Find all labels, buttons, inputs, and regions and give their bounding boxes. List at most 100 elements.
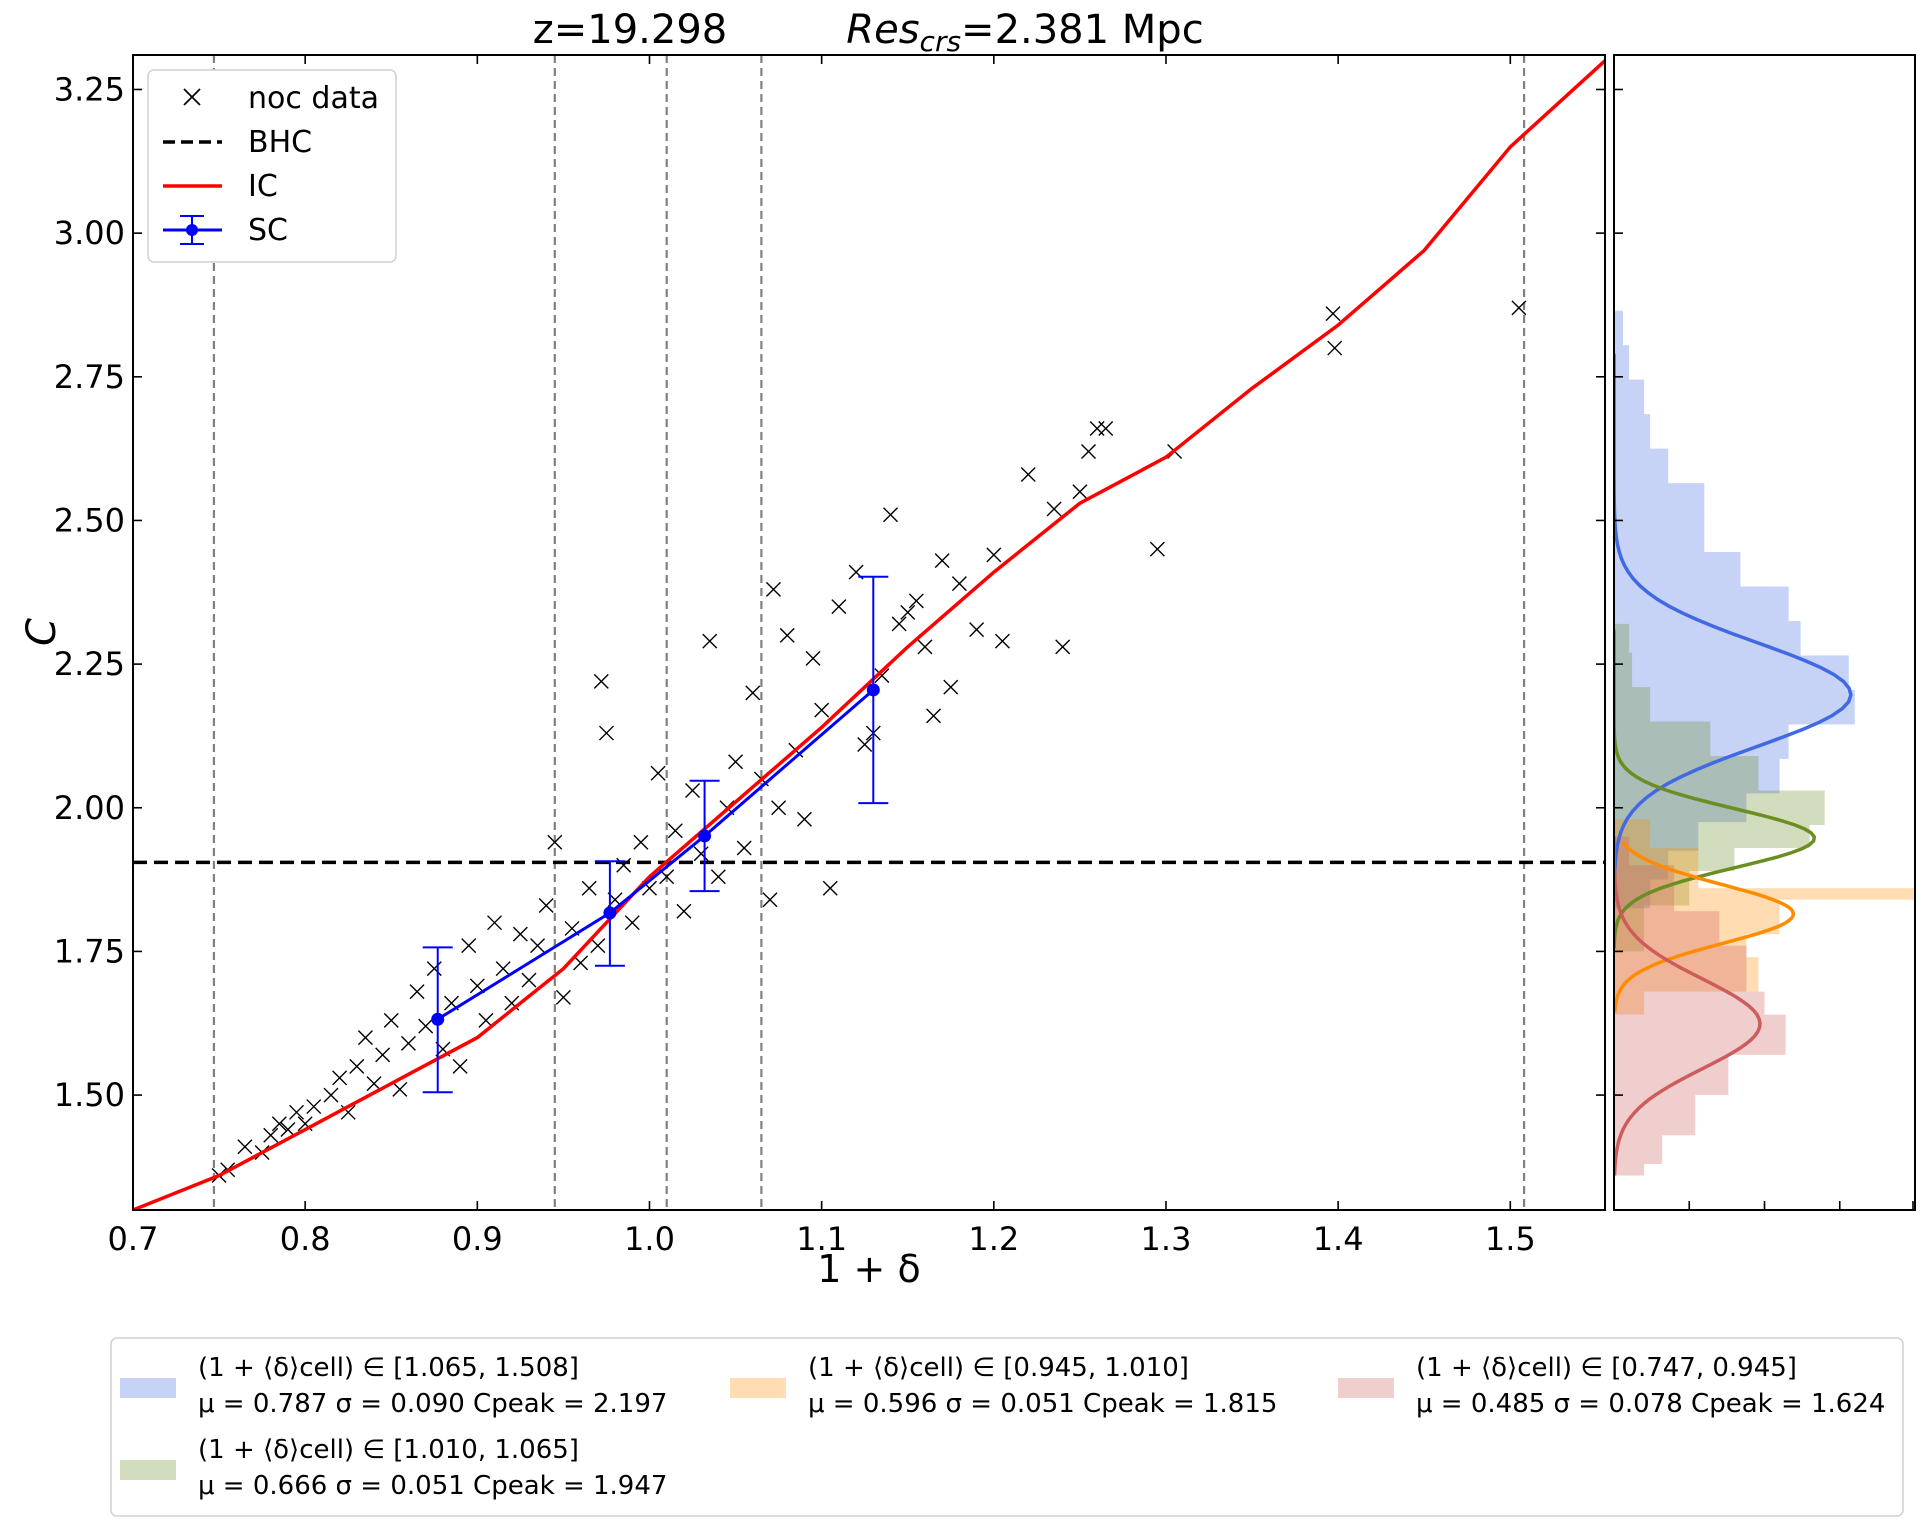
noc-data-points (211, 300, 1527, 1184)
sc-point (603, 906, 617, 920)
noc-point (1020, 466, 1036, 482)
noc-point (745, 685, 761, 701)
side-axis-ticks (1614, 88, 1914, 1210)
noc-point (676, 903, 692, 919)
side-gaussian-curve (1614, 353, 1853, 900)
noc-point (289, 1104, 305, 1120)
noc-point (461, 938, 477, 954)
noc-point (400, 1035, 416, 1051)
noc-point (487, 915, 503, 931)
noc-point (685, 783, 701, 799)
noc-point (891, 616, 907, 632)
noc-point (306, 1099, 322, 1115)
noc-point (538, 897, 554, 913)
noc-point (857, 737, 873, 753)
y-axis-label: C (19, 618, 65, 646)
noc-point (986, 547, 1002, 563)
x-tick-label: 0.9 (452, 1220, 503, 1258)
noc-point (710, 869, 726, 885)
chart-title-redshift: z=19.298 (533, 7, 727, 53)
legend-swatch-noc (183, 88, 201, 106)
sc-line (436, 688, 875, 1021)
noc-point (598, 725, 614, 741)
side-hist-bar (1614, 517, 1705, 553)
noc-point (814, 702, 830, 718)
side-gaussian-curve (1614, 841, 1796, 1012)
legend-label-ic: IC (248, 169, 278, 204)
noc-point (900, 604, 916, 620)
x-axis-ticks: 0.7 0.8 0.9 1.0 1.1 1.2 1.3 1.4 1.5 (108, 55, 1536, 1258)
noc-point (332, 1070, 348, 1086)
chart-title-resolution-main: Res (846, 7, 919, 53)
noc-point (1149, 541, 1165, 557)
noc-point (357, 1030, 373, 1046)
side-hist-bar (1614, 586, 1789, 622)
sc-point (431, 1012, 445, 1026)
side-hist-bar (1614, 345, 1630, 380)
side-hist-bar (1614, 379, 1645, 415)
side-hist-bar (1614, 1135, 1663, 1165)
main-plot-area (133, 55, 1605, 1210)
noc-point (1046, 501, 1062, 517)
y-axis-ticks: 1.50 1.75 2.00 2.25 2.50 2.75 3.00 3.25 (54, 70, 1605, 1114)
main-plot-frame (132, 54, 1606, 1211)
noc-point (831, 599, 847, 615)
bin-legend-stats-green: μ = 0.666 σ = 0.051 Cpeak = 1.947 (198, 1471, 667, 1501)
sc-point (866, 683, 880, 697)
y-tick-label: 1.75 (54, 932, 125, 970)
side-hist-bar (1614, 870, 1690, 906)
y-tick-label: 3.25 (54, 70, 125, 108)
noc-point (633, 834, 649, 850)
noc-point (383, 1012, 399, 1028)
side-hist-bar (1614, 847, 1735, 871)
side-gaussian-curve (1614, 629, 1817, 949)
bin-legend-swatch-blue (120, 1378, 176, 1398)
x-tick-label: 0.7 (108, 1220, 159, 1258)
noc-point (392, 1081, 408, 1097)
side-hist-bar (1614, 310, 1624, 346)
noc-point (1327, 340, 1343, 356)
side-hist-bar (1614, 991, 1765, 1015)
bin-legend-label-blue: (1 + ⟨δ⟩cell) ∈ [1.065, 1.508] (198, 1353, 579, 1383)
side-hist-bar (1614, 724, 1789, 759)
side-hist-bar (1614, 687, 1651, 722)
bin-legend-stats-orange: μ = 0.596 σ = 0.051 Cpeak = 1.815 (808, 1389, 1277, 1419)
noc-point (805, 650, 821, 666)
y-tick-label: 2.75 (54, 358, 125, 396)
y-tick-label: 2.25 (54, 645, 125, 683)
noc-point (650, 765, 666, 781)
noc-point (969, 622, 985, 638)
x-tick-label: 1.4 (1313, 1220, 1364, 1258)
bin-legend-stats-blue: μ = 0.787 σ = 0.090 Cpeak = 2.197 (198, 1389, 667, 1419)
noc-point (667, 823, 683, 839)
ic-curve (133, 59, 1605, 1210)
noc-point (530, 938, 546, 954)
noc-point (495, 961, 511, 977)
legend-swatch-sc (163, 215, 222, 245)
side-series-1 (1614, 623, 1825, 952)
bin-legend: (1 + ⟨δ⟩cell) ∈ [1.065, 1.508] μ = 0.787… (110, 1337, 1904, 1517)
bin-legend-swatch-red (1338, 1378, 1394, 1398)
side-hist-bar (1614, 991, 1645, 1015)
noc-point (271, 1116, 287, 1132)
noc-point (624, 915, 640, 931)
side-hist-bar (1614, 888, 1915, 900)
noc-point (1511, 300, 1527, 316)
noc-point (452, 1058, 468, 1074)
noc-point (418, 1018, 434, 1034)
side-hist-bar (1614, 655, 1849, 690)
bin-legend-box (110, 1337, 1904, 1517)
noc-point (349, 1058, 365, 1074)
side-hist-bar (1614, 414, 1651, 449)
side-hist-bar (1614, 1054, 1729, 1096)
noc-point (943, 679, 959, 695)
noc-point (822, 880, 838, 896)
legend-label-noc: noc data (248, 81, 379, 116)
side-plot-area (1614, 310, 1915, 1176)
noc-point (280, 1122, 296, 1138)
y-tick-label: 3.00 (54, 214, 125, 252)
noc-point (375, 1047, 391, 1063)
side-hist-bar (1614, 1164, 1645, 1176)
noc-point (323, 1087, 339, 1103)
